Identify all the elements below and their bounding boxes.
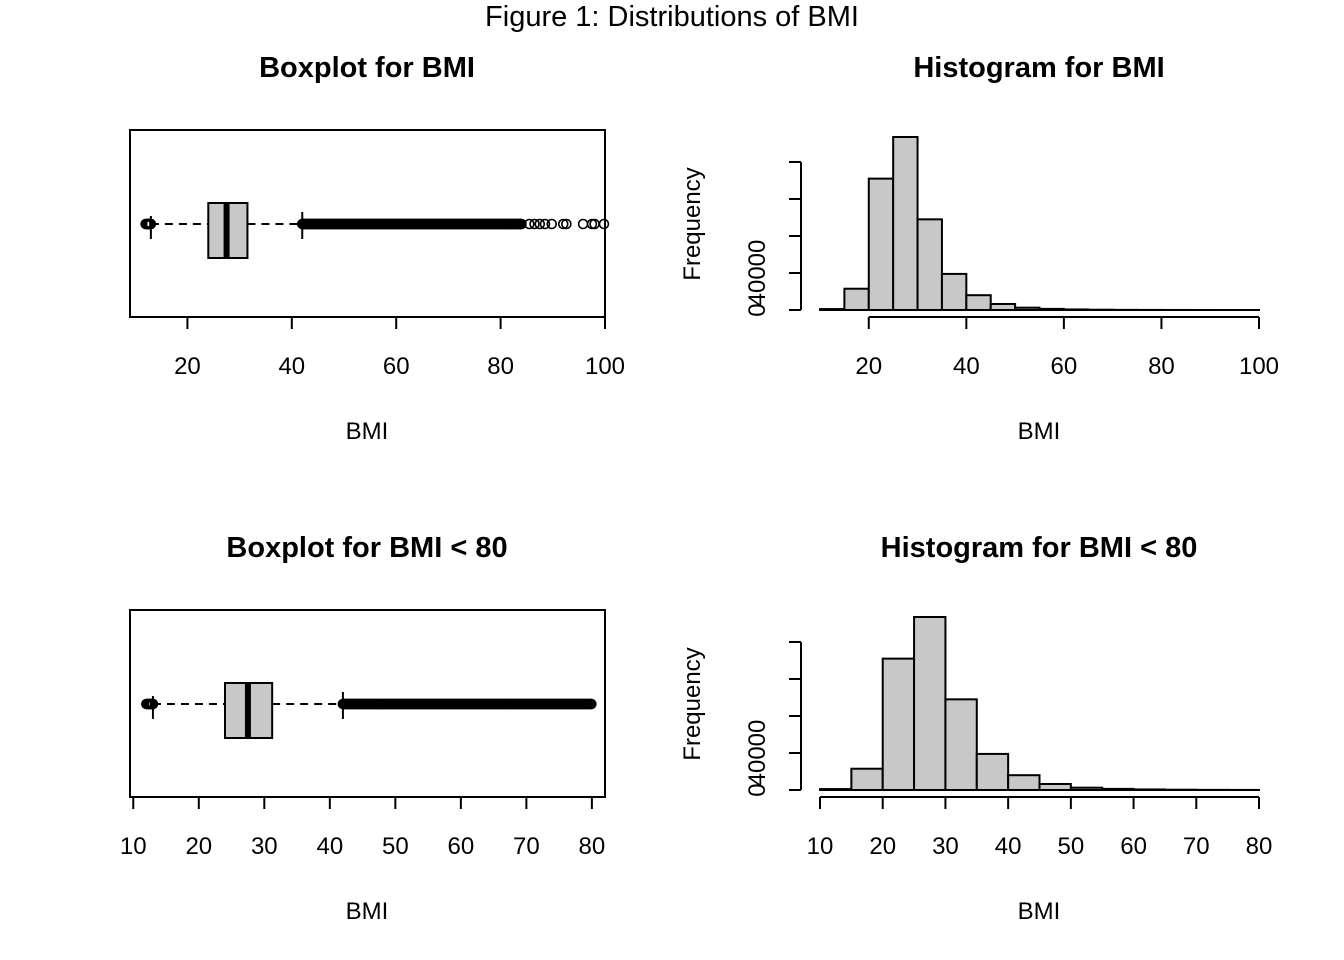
histogram-bar xyxy=(989,302,1017,312)
x-tick-label: 10 xyxy=(807,833,834,860)
histogram-trimmed-xlabel: BMI xyxy=(1018,898,1061,925)
outlier-point xyxy=(598,218,610,230)
y-tick-label: 0 xyxy=(744,303,771,316)
histogram-bar xyxy=(916,218,943,311)
outlier-point xyxy=(539,218,551,230)
x-tick-label: 80 xyxy=(579,833,606,860)
histogram-bar xyxy=(1038,307,1065,311)
x-tick-label: 80 xyxy=(487,353,514,380)
x-tick-label: 50 xyxy=(382,833,409,860)
outlier-point xyxy=(586,698,597,710)
histogram-bar xyxy=(819,788,853,792)
x-tick-label: 40 xyxy=(953,353,980,380)
outlier-point xyxy=(557,218,569,230)
x-tick-label: 70 xyxy=(513,833,540,860)
x-tick-label: 60 xyxy=(1051,353,1078,380)
histogram-bar xyxy=(1132,788,1166,792)
x-tick-label: 40 xyxy=(995,833,1022,860)
histogram-bar xyxy=(913,616,947,791)
histogram-bar xyxy=(1007,774,1041,792)
histogram-trimmed-ylabel: Frequency xyxy=(679,647,706,760)
boxplot-panel-trimmed: Boxplot for BMI < 80 BMI 10 20 30 40 50 60 70 8… xyxy=(120,532,606,925)
histogram-bar xyxy=(1014,306,1041,311)
y-tick-label: 40000 xyxy=(744,240,771,307)
histogram-bar xyxy=(892,136,919,311)
boxplot-trimmed-marks: 10 20 30 40 50 60 70 80 xyxy=(120,609,606,860)
outlier-point xyxy=(147,698,159,710)
histogram-bar xyxy=(881,657,916,792)
histogram-bar xyxy=(944,698,978,792)
x-tick-label: 80 xyxy=(1246,833,1273,860)
boxplot-xlabel: BMI xyxy=(346,418,389,445)
histogram-bar xyxy=(1101,787,1135,791)
outlier-point xyxy=(534,218,546,230)
outlier-point xyxy=(561,218,572,230)
histogram-bar xyxy=(850,767,884,791)
boxplot-trimmed-xlabel: BMI xyxy=(346,898,389,925)
boxplot-title: Boxplot for BMI xyxy=(259,52,475,84)
x-tick-label: 20 xyxy=(869,833,896,860)
histogram-trimmed-title: Histogram for BMI < 80 xyxy=(881,532,1198,564)
x-tick-label: 20 xyxy=(174,353,201,380)
x-tick-label: 50 xyxy=(1058,833,1085,860)
x-tick-label: 80 xyxy=(1148,353,1175,380)
y-tick-label: 0 xyxy=(744,783,771,796)
x-tick-label: 20 xyxy=(185,833,212,860)
x-tick-label: 60 xyxy=(448,833,475,860)
histogram-bar xyxy=(867,177,895,311)
histogram-xlabel: BMI xyxy=(1018,418,1061,445)
x-tick-label: 60 xyxy=(383,353,410,380)
histogram-bar xyxy=(940,272,968,312)
outlier-point xyxy=(529,218,540,230)
figure-title: Figure 1: Distributions of BMI xyxy=(485,1,859,33)
outlier-point xyxy=(145,218,157,230)
histogram-ylabel: Frequency xyxy=(679,167,706,280)
x-tick-label: 70 xyxy=(1183,833,1210,860)
histogram-title: Histogram for BMI xyxy=(913,52,1164,84)
y-tick-label: 40000 xyxy=(744,720,771,787)
histogram-bar xyxy=(1062,308,1090,311)
x-tick-label: 100 xyxy=(1239,353,1279,380)
histogram-panel-trimmed: Histogram for BMI < 80 BMI Frequency 10 2… xyxy=(679,532,1272,925)
outlier-point xyxy=(546,218,558,230)
x-tick-label: 10 xyxy=(120,833,147,860)
x-tick-label: 20 xyxy=(855,353,882,380)
histogram-bar xyxy=(843,287,870,311)
histogram-bar xyxy=(1038,782,1072,792)
histogram-bar xyxy=(819,308,846,311)
boxplot-panel-full: Boxplot for BMI BMI 20 40 60 80 100 xyxy=(129,52,625,445)
x-tick-label: 40 xyxy=(278,353,305,380)
outlier-point xyxy=(524,218,535,230)
outlier-point xyxy=(516,218,527,230)
x-tick-label: 60 xyxy=(1120,833,1147,860)
histogram-bar xyxy=(965,294,992,312)
histogram-bar xyxy=(975,752,1010,792)
boxplot-marks: 20 40 60 80 100 xyxy=(129,129,625,380)
x-tick-label: 100 xyxy=(585,353,625,380)
histogram-panel-full: Histogram for BMI BMI Frequency 20 40 60 80… xyxy=(679,52,1279,445)
x-tick-label: 30 xyxy=(932,833,959,860)
boxplot-trimmed-title: Boxplot for BMI < 80 xyxy=(226,532,507,564)
histogram-bar xyxy=(1069,786,1104,792)
x-tick-label: 30 xyxy=(251,833,278,860)
x-tick-label: 40 xyxy=(316,833,343,860)
